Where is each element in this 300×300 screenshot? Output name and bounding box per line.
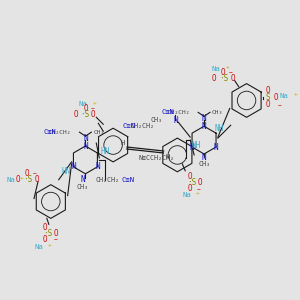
Text: ·S: ·S [187, 178, 196, 187]
Text: O: O [43, 223, 47, 232]
Text: Na: Na [6, 177, 15, 183]
Text: CH₂CH₂: CH₂CH₂ [130, 123, 154, 129]
Text: N: N [190, 142, 194, 152]
Text: O: O [212, 74, 217, 83]
Text: CH₃: CH₃ [151, 117, 163, 123]
Text: N: N [80, 175, 85, 184]
Text: HN: HN [61, 167, 70, 176]
Text: −: − [54, 237, 58, 242]
Text: O: O [83, 104, 88, 113]
Text: ·S: ·S [23, 175, 32, 184]
Text: ·S: ·S [219, 74, 228, 83]
Text: N: N [202, 114, 206, 123]
Text: N: N [83, 134, 88, 142]
Text: O: O [265, 100, 270, 109]
Text: O: O [197, 178, 202, 187]
Text: O: O [231, 74, 236, 83]
Text: C≡N: C≡N [43, 129, 56, 135]
Text: CH₃: CH₃ [76, 184, 88, 190]
Text: Na: Na [212, 66, 221, 72]
Text: N: N [214, 142, 218, 152]
Text: −: − [278, 102, 282, 107]
Text: +: + [294, 91, 298, 96]
Text: −: − [33, 170, 37, 175]
Text: Na: Na [79, 101, 87, 107]
Text: O: O [43, 235, 47, 244]
Text: N: N [202, 122, 206, 131]
Text: CH₂CH₂: CH₂CH₂ [95, 177, 119, 183]
Text: C≡N: C≡N [162, 110, 174, 116]
Text: +: + [226, 64, 230, 69]
Text: NH: NH [215, 124, 224, 133]
Text: ·S: ·S [80, 110, 90, 119]
Text: O: O [35, 175, 40, 184]
Text: O: O [221, 68, 226, 77]
Text: N: N [95, 162, 100, 171]
Text: CH₃: CH₃ [212, 110, 223, 115]
Text: HN: HN [100, 148, 110, 157]
Text: −: − [229, 69, 232, 74]
Text: N: N [83, 142, 88, 151]
Text: Na: Na [34, 244, 43, 250]
Text: O: O [24, 169, 29, 178]
Text: C≡N: C≡N [121, 177, 134, 183]
Text: O: O [265, 86, 270, 95]
Text: N: N [71, 162, 76, 171]
Text: N: N [173, 116, 178, 125]
Text: H: H [121, 140, 125, 146]
Text: +: + [196, 190, 200, 195]
Text: −: − [197, 186, 201, 191]
Text: Na: Na [279, 92, 288, 98]
Text: N≡CCH₂CH₂: N≡CCH₂CH₂ [138, 155, 174, 161]
Text: ·S: ·S [43, 229, 52, 238]
Text: O: O [273, 93, 278, 102]
Text: O: O [187, 172, 192, 181]
Text: +: + [20, 175, 24, 180]
Text: O: O [15, 175, 20, 184]
Text: CH₃: CH₃ [198, 161, 210, 167]
Text: CH₃: CH₃ [93, 130, 105, 135]
Text: +: + [92, 100, 96, 105]
Text: +: + [48, 243, 52, 248]
Text: O: O [187, 184, 192, 193]
Text: −: − [90, 105, 94, 110]
Text: NH: NH [191, 140, 200, 149]
Text: O: O [54, 229, 58, 238]
Text: CH₂CH₂: CH₂CH₂ [168, 110, 190, 115]
Text: C≡N: C≡N [123, 123, 136, 129]
Text: Na: Na [182, 192, 191, 198]
Text: N: N [202, 153, 206, 162]
Text: S: S [265, 93, 270, 102]
Text: H: H [165, 154, 169, 160]
Text: CH₂CH₂: CH₂CH₂ [49, 130, 72, 135]
Text: O: O [90, 110, 95, 119]
Text: O: O [74, 110, 78, 119]
